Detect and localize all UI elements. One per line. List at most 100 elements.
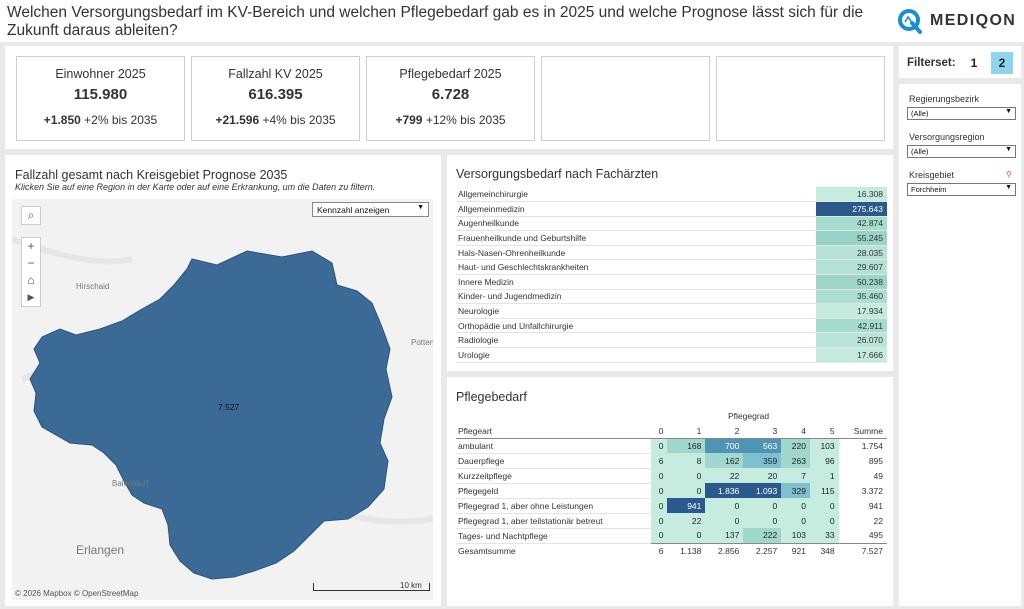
zoom-out-icon[interactable]: − bbox=[27, 256, 35, 270]
pflege-cell: 103 bbox=[809, 438, 839, 453]
fachgebiet-name: Neurologie bbox=[456, 303, 816, 319]
fachgebiet-name: Allgemeinmedizin bbox=[456, 201, 816, 217]
row-sum: 49 bbox=[873, 470, 883, 481]
table-row[interactable]: Haut- und Geschlechtskrankheiten 29.607 bbox=[456, 259, 887, 276]
column-header: 4 bbox=[781, 424, 810, 439]
dropdown-arrow-icon: ▼ bbox=[1005, 108, 1012, 115]
fachgebiet-name: Innere Medizin bbox=[456, 274, 816, 290]
place-label: Potten bbox=[411, 338, 433, 347]
kreisgebiet-label: Kreisgebiet bbox=[909, 170, 955, 180]
kpi-title: Pflegebedarf 2025 bbox=[399, 67, 502, 81]
pflege-cell: 0 bbox=[743, 498, 782, 513]
column-header: 5 bbox=[809, 424, 839, 439]
play-icon[interactable]: ▶ bbox=[27, 292, 35, 302]
row-sum: 495 bbox=[868, 530, 883, 541]
pflegebedarf-title: Pflegebedarf bbox=[456, 390, 527, 404]
versorgungsregion-select[interactable]: (Alle) ▼ bbox=[907, 145, 1016, 158]
table-row[interactable]: Radiologie 26.070 bbox=[456, 332, 887, 349]
table-row[interactable]: Allgemeinmedizin 275.643 bbox=[456, 201, 887, 217]
total-cell: 2.257 bbox=[743, 542, 782, 558]
filterset-2-button[interactable]: 2 bbox=[991, 52, 1013, 74]
pflege-cell: 0 bbox=[781, 498, 810, 513]
table-row[interactable]: Kurzzeitpflege 0 0 22 20 7 1 49 bbox=[456, 468, 887, 484]
table-row[interactable]: Orthopädie und Unfallchirurgie 42.911 bbox=[456, 318, 887, 334]
row-sum: 895 bbox=[868, 455, 883, 466]
table-row[interactable]: Frauenheilkunde und Geburtshilfe 55.245 bbox=[456, 230, 887, 246]
map-region-forchheim[interactable] bbox=[29, 250, 393, 580]
total-label: Gesamtsumme bbox=[456, 542, 651, 558]
kpi-empty-2 bbox=[716, 56, 885, 141]
map-attribution: © 2026 Mapbox © OpenStreetMap bbox=[15, 589, 139, 598]
kpi-einwohner[interactable]: Einwohner 2025 115.980 +1.850 +2% bis 20… bbox=[16, 56, 185, 141]
zoom-in-icon[interactable]: + bbox=[27, 239, 35, 253]
pflegeart-name: Tages- und Nachtpflege bbox=[456, 528, 651, 544]
fachgebiet-name: Hals-Nasen-Ohrenheilkunde bbox=[456, 245, 816, 261]
pflegeart-name: Dauerpflege bbox=[456, 453, 651, 469]
dropdown-arrow-icon: ▼ bbox=[1005, 146, 1012, 153]
fachgebiet-value: 42.911 bbox=[816, 318, 887, 334]
table-row[interactable]: Innere Medizin 50.238 bbox=[456, 274, 887, 290]
kpi-title: Einwohner 2025 bbox=[55, 67, 146, 81]
table-row[interactable]: Kinder- und Jugendmedizin 35.460 bbox=[456, 289, 887, 305]
pflege-cell: 103 bbox=[781, 528, 810, 543]
kpi-value: 6.728 bbox=[431, 86, 470, 103]
kennzahl-select[interactable]: Kennzahl anzeigen ▼ bbox=[312, 202, 429, 217]
pflege-cell: 941 bbox=[667, 498, 706, 513]
table-row[interactable]: Allgemeinchirurgie 16.308 bbox=[456, 187, 887, 203]
total-cell: 6 bbox=[651, 542, 668, 558]
pflege-cell: 22 bbox=[667, 513, 706, 528]
fachgebiet-value: 55.245 bbox=[816, 230, 887, 246]
pflege-cell: 0 bbox=[705, 513, 744, 528]
fachgebiet-value: 275.643 bbox=[816, 201, 887, 217]
table-header-row: Pflegeart 0 1 2 3 4 5 Summe bbox=[456, 424, 887, 439]
fachgebiet-name: Radiologie bbox=[456, 332, 816, 349]
table-row[interactable]: Pflegegrad 1, aber ohne Leistungen 0 941 0 0… bbox=[456, 498, 887, 514]
kreisgebiet-select[interactable]: Forchheim ▼ bbox=[907, 183, 1016, 196]
kpi-pflegebedarf[interactable]: Pflegebedarf 2025 6.728 +799 +12% bis 20… bbox=[366, 56, 535, 141]
pflege-cell: 137 bbox=[705, 528, 744, 543]
map-search-control[interactable]: ⌕ bbox=[21, 206, 41, 225]
pflege-cell: 20 bbox=[743, 468, 782, 483]
row-sum: 941 bbox=[868, 500, 883, 511]
pflege-cell: 22 bbox=[705, 468, 744, 483]
map-view[interactable]: Hirschaid Potten Baiersdorf Erlangen 7.5… bbox=[12, 199, 433, 600]
table-row[interactable]: Augenheilkunde 42.874 bbox=[456, 216, 887, 232]
pflege-cell: 220 bbox=[781, 438, 810, 453]
pflege-cell: 0 bbox=[667, 468, 706, 483]
pflege-cell: 96 bbox=[809, 453, 839, 468]
fachgebiet-value: 35.460 bbox=[816, 289, 887, 305]
table-row[interactable]: Dauerpflege 6 8 162 359 263 96 895 bbox=[456, 453, 887, 469]
total-cell: 348 bbox=[809, 542, 839, 558]
kpi-delta: +21.596 +4% bis 2035 bbox=[215, 113, 336, 127]
pflegeart-name: Pflegegeld bbox=[456, 483, 651, 499]
regierungsbezirk-select[interactable]: (Alle) ▼ bbox=[907, 107, 1016, 120]
fachgebiet-value: 42.874 bbox=[816, 216, 887, 232]
pflege-cell: 0 bbox=[809, 513, 839, 528]
kpi-fallzahl[interactable]: Fallzahl KV 2025 616.395 +21.596 +4% bis… bbox=[191, 56, 360, 141]
table-row[interactable]: ambulant 0 168 700 563 220 103 1.754 bbox=[456, 438, 887, 454]
table-row[interactable]: Tages- und Nachtpflege 0 0 137 222 103 33 495 bbox=[456, 528, 887, 544]
filterset-1-button[interactable]: 1 bbox=[970, 56, 978, 70]
pflegeart-name: Kurzzeitpflege bbox=[456, 468, 651, 484]
pflegeart-name: Pflegegrad 1, aber ohne Leistungen bbox=[456, 498, 651, 514]
map-zoom-controls[interactable]: + − ⌂ ▶ bbox=[21, 237, 41, 307]
fachgebiet-value: 17.934 bbox=[816, 303, 887, 319]
versorgungsregion-label: Versorgungsregion bbox=[909, 132, 985, 142]
map-title: Fallzahl gesamt nach Kreisgebiet Prognos… bbox=[15, 168, 288, 182]
table-row[interactable]: Pflegegeld 0 0 1.836 1.093 329 115 3.372 bbox=[456, 483, 887, 499]
pflege-cell: 263 bbox=[781, 453, 810, 468]
table-row[interactable]: Neurologie 17.934 bbox=[456, 303, 887, 319]
clear-filter-icon[interactable]: ⚲ bbox=[1006, 170, 1012, 179]
pflege-cell: 1.836 bbox=[705, 483, 744, 498]
pflege-cell: 1 bbox=[809, 468, 839, 483]
fachgebiet-value: 29.607 bbox=[816, 259, 887, 276]
table-row[interactable]: Pflegegrad 1, aber teilstationär betreut… bbox=[456, 513, 887, 529]
search-icon[interactable]: ⌕ bbox=[27, 208, 35, 222]
total-cell: 2.856 bbox=[705, 542, 744, 558]
pflegebedarf-table: Pflegeart 0 1 2 3 4 5 Summe ambulant 0 168 700 563 22… bbox=[456, 424, 887, 558]
home-icon[interactable]: ⌂ bbox=[27, 273, 35, 287]
fachgebiet-name: Kinder- und Jugendmedizin bbox=[456, 289, 816, 305]
pflege-cell: 0 bbox=[651, 483, 668, 498]
table-row[interactable]: Hals-Nasen-Ohrenheilkunde 28.035 bbox=[456, 245, 887, 261]
table-row[interactable]: Urologie 17.666 bbox=[456, 347, 887, 363]
